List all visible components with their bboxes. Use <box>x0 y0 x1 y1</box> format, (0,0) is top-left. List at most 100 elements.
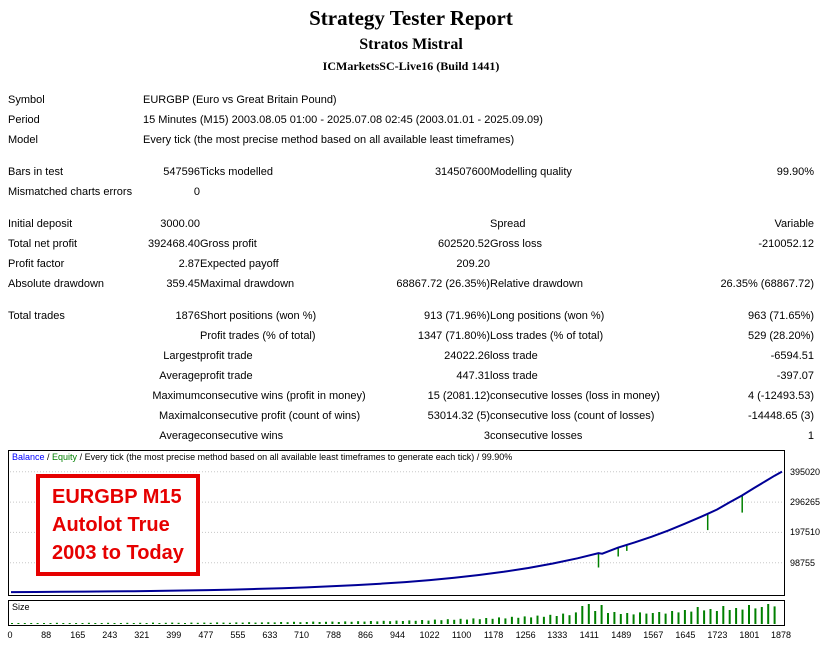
size-bar <box>363 621 366 624</box>
size-bar <box>568 615 571 624</box>
size-bar <box>542 616 545 624</box>
report-cell: 99.90% <box>776 166 815 178</box>
report-cell <box>395 214 490 234</box>
report-cell <box>695 182 814 202</box>
y-axis-label: 98755 <box>790 557 816 568</box>
report-cell: 209.20 <box>456 258 490 270</box>
report-cell: 26.35% (68867.72) <box>720 278 815 290</box>
x-axis-label: 1567 <box>643 630 664 640</box>
report-cell: 15 (2081.12) <box>427 390 490 402</box>
size-bar <box>773 606 776 624</box>
x-axis-label: 1645 <box>675 630 696 640</box>
report-row: Absolute drawdown 359.45 Maximal drawdown 6… <box>8 274 814 294</box>
size-bar <box>741 609 744 624</box>
size-bar <box>158 623 161 624</box>
size-bar <box>748 605 750 624</box>
size-bar <box>184 623 186 624</box>
report-cell: consecutive losses (loss in money) <box>490 390 660 402</box>
size-bar <box>651 613 654 624</box>
size-bar <box>574 612 577 624</box>
report-cell: Modelling quality <box>490 166 572 178</box>
report-cell: Spread <box>490 218 526 230</box>
size-bar <box>164 622 167 624</box>
x-axis-label: 1489 <box>611 630 632 640</box>
report-cell: Relative drawdown <box>490 278 583 290</box>
size-bar <box>683 610 686 624</box>
report-cell <box>490 254 695 274</box>
x-axis-label: 944 <box>390 630 406 640</box>
size-bar <box>754 608 757 624</box>
report-cell: profit trade <box>200 350 253 362</box>
size-bar <box>305 622 308 624</box>
size-bar <box>703 610 706 624</box>
size-bar <box>260 622 263 624</box>
size-bar <box>722 606 725 624</box>
report-row: Mismatched charts errors 0 <box>8 182 814 202</box>
x-axis-label: 1178 <box>483 630 504 640</box>
balance-chart-svg <box>10 470 783 594</box>
size-bar <box>671 611 674 624</box>
report-cell <box>490 182 695 202</box>
size-bar <box>504 618 507 624</box>
report-cell: -397.07 <box>776 370 815 382</box>
x-axis-label: 1878 <box>770 630 792 640</box>
size-bar <box>254 622 257 624</box>
size-bar <box>81 623 84 624</box>
size-panel: Size <box>8 600 785 626</box>
size-bar <box>267 622 270 624</box>
report-cell: 4 (-12493.53) <box>747 390 815 402</box>
size-bar <box>280 622 283 624</box>
size-bar <box>408 620 411 624</box>
chart-caption: Balance / Equity / Every tick (the most … <box>12 452 512 462</box>
size-bar <box>68 623 71 624</box>
size-bar <box>466 619 468 624</box>
annotation-line: 2003 to Today <box>52 542 184 564</box>
report-cell: Maximum <box>152 390 200 402</box>
report-spacer-cell <box>8 202 814 214</box>
report-cell: 602520.52 <box>438 238 490 250</box>
size-bar <box>594 611 597 624</box>
size-bar <box>30 623 33 624</box>
size-bar <box>760 607 763 624</box>
report-cell: -6594.51 <box>770 350 815 362</box>
size-bar <box>228 622 231 624</box>
x-axis-label: 1256 <box>515 630 536 640</box>
report-cell: Profit factor <box>8 258 65 270</box>
size-bar <box>23 623 26 624</box>
size-bar <box>344 621 347 624</box>
size-bar <box>459 618 462 624</box>
report-cell: 913 (71.96%) <box>423 310 490 322</box>
report-cell: profit trade <box>200 370 253 382</box>
size-bar <box>478 619 481 624</box>
report-cell: EURGBP (Euro vs Great Britain Pound) <box>143 94 337 106</box>
size-bar <box>517 617 520 624</box>
x-axis-label: 321 <box>134 630 150 640</box>
size-bar <box>119 623 122 624</box>
size-bar <box>11 623 13 624</box>
report-cell: Symbol <box>8 94 45 106</box>
annotation-line: EURGBP M15 <box>52 486 182 508</box>
report-cell: Period <box>8 114 40 126</box>
report-row: Total net profit 392468.40 Gross profit 602… <box>8 234 814 254</box>
report-cell: Maximal <box>159 410 200 422</box>
size-bar <box>485 618 488 624</box>
report-row: Period 15 Minutes (M15) 2003.08.05 01:00 … <box>8 110 814 130</box>
size-bar <box>619 614 622 624</box>
size-bar <box>369 621 372 624</box>
chart-section: Balance / Equity / Every tick (the most … <box>0 450 822 650</box>
report-cell: 1 <box>807 430 815 442</box>
size-bar <box>132 623 135 624</box>
size-bar <box>113 623 116 624</box>
size-bar <box>555 616 558 624</box>
report-row: Average profit trade 447.31 loss trade -397.… <box>8 366 814 386</box>
balance-line <box>10 470 783 594</box>
report-row: Profit trades (% of total) 1347 (71.80%) L… <box>8 326 814 346</box>
x-axis-label: 788 <box>325 630 342 640</box>
x-axis-label: 633 <box>262 630 278 640</box>
size-bar <box>491 618 494 624</box>
x-axis-label: 710 <box>293 630 309 640</box>
size-bar <box>87 622 90 624</box>
report-cell <box>8 426 143 446</box>
size-bar <box>587 604 590 624</box>
report-cell <box>8 366 143 386</box>
